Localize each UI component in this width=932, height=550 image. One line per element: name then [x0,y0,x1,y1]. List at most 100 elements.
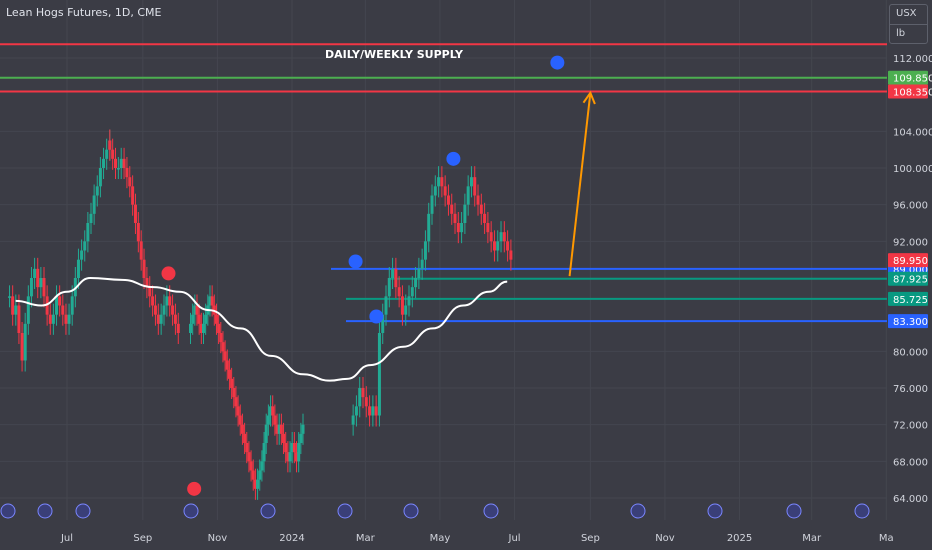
candle-body [420,259,424,269]
price-tick-label: 68.000 [893,457,928,468]
candle-body [236,406,240,416]
candle-body [173,314,177,324]
event-icon[interactable] [260,503,276,519]
event-icon[interactable] [483,503,499,519]
candle-body [453,213,457,223]
candle-body [83,241,87,251]
candle-body [290,443,294,453]
event-icon[interactable] [403,503,419,519]
candle-body [410,287,414,297]
chart-title: Lean Hogs Futures, 1D, CME [6,6,162,19]
marker-dot[interactable] [369,309,384,324]
candle-body [381,314,385,333]
candle-body [238,415,242,425]
candle-body [284,443,288,453]
time-tick-label: Nov [208,533,228,544]
price-tag [888,314,928,329]
event-icon[interactable] [707,503,723,519]
event-icon[interactable] [854,503,870,519]
horizontal-levels[interactable] [0,43,887,323]
candle-body [273,415,277,425]
price-tag-label: 108.350 [893,87,932,98]
event-icon[interactable] [75,503,91,519]
candle-body [230,378,234,388]
time-tick-label: 2024 [279,533,304,544]
time-tick-label: Sep [133,533,152,544]
event-icon[interactable] [0,503,16,519]
event-icon[interactable] [630,503,646,519]
candle-body [260,461,264,471]
candle-body [404,305,408,315]
price-tick-label: 72.000 [893,421,928,432]
candle-body [243,433,247,443]
candle-body [42,278,46,297]
marker-dot[interactable] [161,266,176,281]
candle-body [219,333,223,343]
candle-body [171,305,175,315]
candle-body [275,424,279,434]
event-icon[interactable] [183,503,199,519]
price-tick-label: 80.000 [893,347,928,358]
marker-dot[interactable] [446,151,461,166]
price-tag-label: 83.300 [893,317,928,328]
arrow-shaft[interactable] [568,92,592,277]
candle-body [258,470,262,480]
price-axis: 112.000 104.000 100.000 96.000 92.000 80.000 7… [888,54,932,505]
candle-body [86,223,90,242]
candle-body [234,397,238,407]
candle-body [351,415,355,425]
candle-body [430,195,434,214]
candle-body [354,406,358,416]
candle-body [473,177,477,196]
candle-body [437,177,441,187]
candle-body [240,424,244,434]
time-tick-label: Mar [802,533,822,544]
markers[interactable] [161,55,565,496]
unit-selector[interactable]: USX lb [889,4,928,44]
candle-body [297,443,301,462]
price-tick-label: 100.000 [893,164,932,175]
marker-dot[interactable] [550,55,565,70]
candle-body [159,314,163,324]
candle-body [162,305,166,315]
price-tick-label: 92.000 [893,237,928,248]
marker-dot[interactable] [187,481,202,496]
arrow-head[interactable] [582,90,596,105]
event-icon[interactable] [337,503,353,519]
price-tag [888,291,928,306]
candle-body [14,305,18,315]
price-tick-label: 96.000 [893,201,928,212]
candle-body [456,223,460,233]
marker-dot[interactable] [348,254,363,269]
candle-body [407,296,411,306]
candle-body [299,433,303,443]
candle-body [191,314,195,324]
candle-body [119,158,123,168]
candle-body [20,333,24,361]
candle-body [417,268,421,278]
candle-body [269,406,273,416]
event-icon[interactable] [37,503,53,519]
candle-body [8,296,12,298]
candle-body [227,369,231,379]
price-tag-label: 85.725 [893,295,928,306]
candle-body [466,186,470,205]
candle-body [142,259,146,278]
candle-body [292,443,296,453]
candle-body [423,241,427,260]
candle-body [479,204,483,214]
candle-body [195,305,199,315]
time-tick-label: Nov [655,533,675,544]
candle-body [414,278,418,288]
candle-body [95,186,99,196]
candle-body [463,204,467,223]
event-icon[interactable] [786,503,802,519]
candle-body [153,305,157,315]
candle-body [499,232,503,242]
candle-body [361,388,365,398]
candle-body [70,296,74,315]
projection-arrow[interactable] [568,90,596,277]
candle-body [225,360,229,370]
